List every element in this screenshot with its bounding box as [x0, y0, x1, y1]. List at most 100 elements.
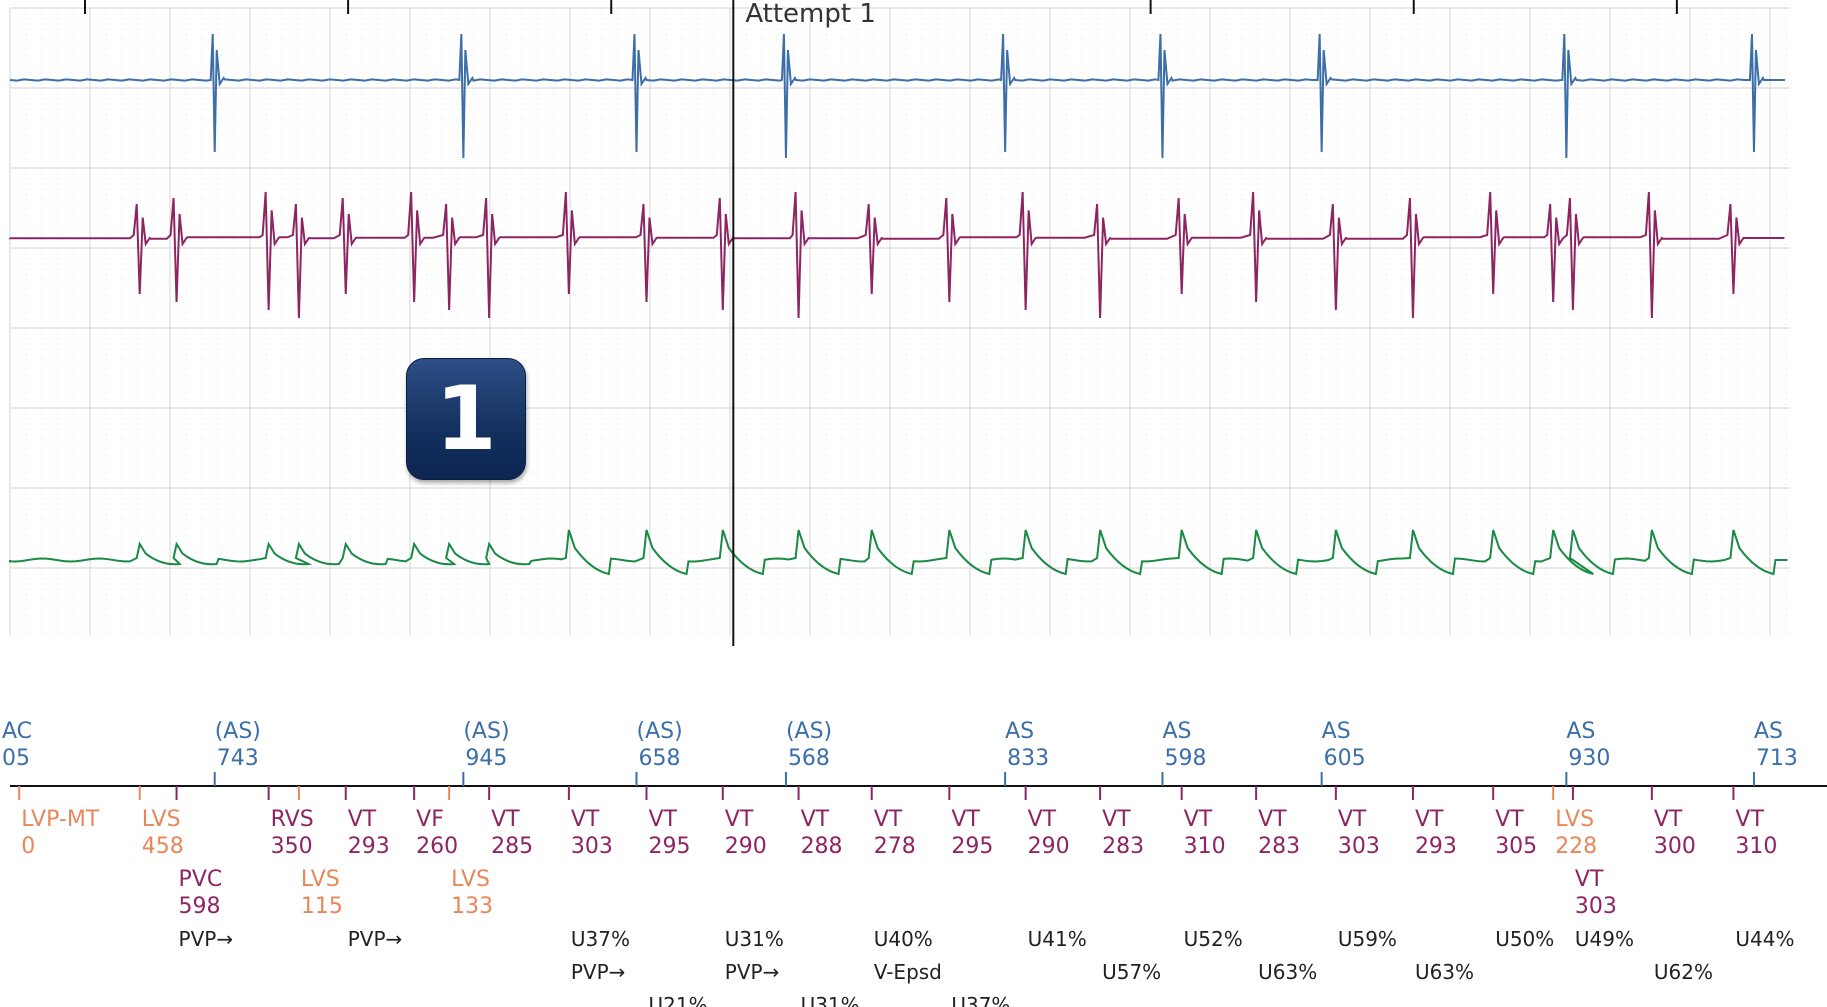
marker-annotation: U63% [1258, 960, 1317, 984]
marker-annotation: U31% [725, 927, 784, 951]
atrial-marker-interval: 743 [217, 746, 259, 771]
ventricular-marker-label: VT [1184, 807, 1213, 832]
ventricular-marker-label: VT [1028, 807, 1057, 832]
marker-annotation: U41% [1028, 927, 1087, 951]
atrial-marker-interval: 605 [1324, 746, 1366, 771]
atrial-marker-label: AS [1754, 719, 1783, 744]
ventricular-marker-interval: 290 [1028, 834, 1070, 859]
atrial-marker-interval: 713 [1756, 746, 1798, 771]
ventricular-marker-interval: 310 [1184, 834, 1226, 859]
atrial-marker-label: (AS) [786, 719, 832, 744]
marker-annotation: U50% [1495, 927, 1554, 951]
atrial-marker-label: AS [1162, 719, 1191, 744]
ventricular-marker-interval: 458 [142, 834, 184, 859]
ventricular-marker-label: LVS [451, 867, 490, 892]
atrial-marker-label: (AS) [463, 719, 509, 744]
ventricular-marker-interval: 350 [271, 834, 313, 859]
ventricular-marker-label: VT [1338, 807, 1367, 832]
atrial-marker-interval: 930 [1568, 746, 1610, 771]
atrial-marker-label: AS [1005, 719, 1034, 744]
ventricular-marker-interval: 115 [301, 894, 343, 919]
ventricular-marker-label: LVP-MT [21, 807, 100, 832]
ventricular-marker-interval: 293 [348, 834, 390, 859]
ventricular-marker-interval: 295 [648, 834, 690, 859]
marker-channel: AC05(AS)743(AS)945(AS)658(AS)568AS833AS5… [2, 719, 1827, 1007]
atrial-marker-label: AS [1566, 719, 1595, 744]
ventricular-marker-label: VF [416, 807, 444, 832]
callout-badge: 1 [406, 358, 526, 480]
atrial-marker-interval: 598 [1164, 746, 1206, 771]
marker-annotation: PVP→ [348, 927, 403, 951]
ventricular-marker-label: LVS [142, 807, 181, 832]
marker-annotation: PVP→ [179, 927, 234, 951]
ventricular-marker-label: VT [1102, 807, 1131, 832]
ventricular-marker-label: LVS [301, 867, 340, 892]
atrial-marker-interval: 568 [788, 746, 830, 771]
ventricular-marker-interval: 133 [451, 894, 493, 919]
marker-annotation: U62% [1654, 960, 1713, 984]
atrial-marker-label: AC [2, 719, 32, 744]
ventricular-marker-interval: 305 [1495, 834, 1537, 859]
atrial-marker-label: (AS) [215, 719, 261, 744]
marker-annotation: U44% [1735, 927, 1794, 951]
ventricular-marker-interval: 283 [1102, 834, 1144, 859]
marker-annotation: PVP→ [725, 960, 780, 984]
ventricular-egm-trace [9, 191, 1785, 319]
ventricular-marker-interval: 300 [1654, 834, 1696, 859]
atrial-marker-interval: 05 [2, 746, 30, 771]
atrial-marker-label: AS [1322, 719, 1351, 744]
ventricular-marker-label: VT [1735, 807, 1764, 832]
ventricular-marker-interval: 598 [179, 894, 221, 919]
atrial-marker-interval: 658 [638, 746, 680, 771]
ventricular-marker-label: RVS [271, 807, 314, 832]
egm-channels [9, 33, 1788, 576]
ventricular-marker-interval: 303 [1575, 894, 1617, 919]
shock-egm-trace [9, 529, 1788, 576]
atrial-marker-label: (AS) [636, 719, 682, 744]
marker-annotation: U63% [1415, 960, 1474, 984]
ventricular-marker-interval: 0 [21, 834, 35, 859]
ventricular-marker-label: VT [801, 807, 830, 832]
marker-annotation: V-Epsd [874, 960, 942, 984]
ventricular-marker-interval: 283 [1258, 834, 1300, 859]
marker-annotation: U37% [571, 927, 630, 951]
ventricular-marker-interval: 293 [1415, 834, 1457, 859]
marker-annotation: U59% [1338, 927, 1397, 951]
atrial-marker-interval: 833 [1007, 746, 1049, 771]
ventricular-marker-label: VT [1258, 807, 1287, 832]
ventricular-marker-label: VT [648, 807, 677, 832]
callout-badge-label: 1 [435, 367, 497, 470]
ventricular-marker-interval: 228 [1555, 834, 1597, 859]
atrial-marker-interval: 945 [465, 746, 507, 771]
ventricular-marker-label: VT [491, 807, 520, 832]
ventricular-marker-interval: 295 [951, 834, 993, 859]
ventricular-marker-interval: 260 [416, 834, 458, 859]
ventricular-marker-interval: 288 [801, 834, 843, 859]
ventricular-marker-label: VT [1654, 807, 1683, 832]
marker-annotation: PVP→ [571, 960, 626, 984]
ventricular-marker-label: VT [874, 807, 903, 832]
ventricular-marker-interval: 278 [874, 834, 916, 859]
marker-annotation: U40% [874, 927, 933, 951]
ventricular-marker-label: VT [951, 807, 980, 832]
marker-annotation: U37% [951, 993, 1010, 1007]
ventricular-marker-label: VT [571, 807, 600, 832]
marker-annotation: U21% [648, 993, 707, 1007]
marker-annotation: U49% [1575, 927, 1634, 951]
ventricular-marker-interval: 285 [491, 834, 533, 859]
ventricular-marker-interval: 290 [725, 834, 767, 859]
marker-annotation: U57% [1102, 960, 1161, 984]
marker-annotation: U31% [801, 993, 860, 1007]
ventricular-marker-label: VT [1495, 807, 1524, 832]
ventricular-marker-label: PVC [179, 867, 223, 892]
ventricular-marker-label: VT [1575, 867, 1604, 892]
marker-annotation: U52% [1184, 927, 1243, 951]
ventricular-marker-interval: 303 [571, 834, 613, 859]
ventricular-marker-label: VT [1415, 807, 1444, 832]
chart-title: Attempt 1 [745, 0, 876, 29]
ventricular-marker-interval: 303 [1338, 834, 1380, 859]
atrial-egm-trace [9, 33, 1785, 159]
ventricular-marker-label: LVS [1555, 807, 1594, 832]
grid [9, 0, 1790, 635]
